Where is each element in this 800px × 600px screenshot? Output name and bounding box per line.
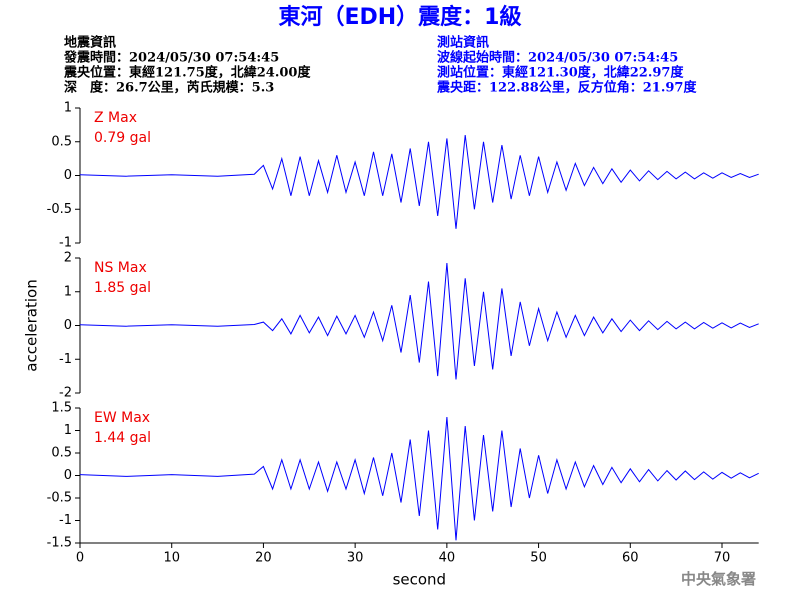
max-label: 1.85 gal bbox=[94, 280, 151, 296]
x-tick-label: 0 bbox=[76, 551, 84, 566]
y-tick-label: 0 bbox=[64, 168, 72, 183]
info-line: 測站資訊 bbox=[437, 35, 489, 51]
waveform bbox=[79, 134, 759, 229]
y-tick-label: 2 bbox=[64, 251, 72, 266]
max-label: 1.44 gal bbox=[94, 430, 151, 446]
info-line: 震央位置：東經121.75度，北緯24.00度 bbox=[63, 65, 311, 81]
info-line: 發震時間：2024/05/30 07:54:45 bbox=[63, 50, 279, 66]
x-axis-label: second bbox=[393, 571, 447, 589]
info-line: 深 度：26.7公里，芮氏規模：5.3 bbox=[64, 80, 274, 96]
y-tick-label: -0.5 bbox=[47, 491, 72, 506]
y-tick-label: -1.5 bbox=[47, 536, 72, 551]
chart-title: 東河（EDH）震度：1級 bbox=[278, 4, 521, 30]
info-line: 地震資訊 bbox=[64, 35, 116, 51]
y-tick-label: 1 bbox=[64, 423, 72, 438]
y-axis-label: acceleration bbox=[23, 279, 41, 371]
y-tick-label: 0.5 bbox=[51, 134, 72, 149]
waveform bbox=[79, 416, 759, 541]
y-tick-label: 1.5 bbox=[51, 401, 72, 416]
info-line: 測站位置：東經121.30度，北緯22.97度 bbox=[437, 65, 684, 81]
annotation: NS Max bbox=[94, 260, 147, 276]
y-tick-label: 1 bbox=[64, 101, 72, 116]
watermark: 中央氣象署 bbox=[681, 570, 756, 588]
x-tick-label: 70 bbox=[714, 551, 731, 566]
max-label: 0.79 gal bbox=[94, 130, 151, 146]
x-tick-label: 10 bbox=[163, 551, 180, 566]
y-tick-label: 0 bbox=[64, 318, 72, 333]
waveform bbox=[79, 263, 759, 380]
y-tick-label: -1 bbox=[59, 513, 72, 528]
annotation: EW Max bbox=[94, 410, 150, 426]
y-tick-label: -1 bbox=[59, 352, 72, 367]
x-tick-label: 60 bbox=[622, 551, 639, 566]
annotation: Z Max bbox=[94, 110, 137, 126]
y-tick-label: -1 bbox=[59, 236, 72, 251]
x-tick-label: 20 bbox=[255, 551, 272, 566]
info-line: 震央距：122.88公里，反方位角：21.97度 bbox=[436, 80, 697, 96]
x-tick-label: 30 bbox=[347, 551, 364, 566]
info-line: 波線起始時間：2024/05/30 07:54:45 bbox=[437, 50, 678, 66]
x-tick-label: 50 bbox=[530, 551, 547, 566]
y-tick-label: -0.5 bbox=[47, 202, 72, 217]
y-tick-label: 0 bbox=[64, 468, 72, 483]
y-tick-label: -2 bbox=[59, 386, 72, 401]
y-tick-label: 0.5 bbox=[51, 446, 72, 461]
y-tick-label: 1 bbox=[64, 284, 72, 299]
x-tick-label: 40 bbox=[439, 551, 456, 566]
